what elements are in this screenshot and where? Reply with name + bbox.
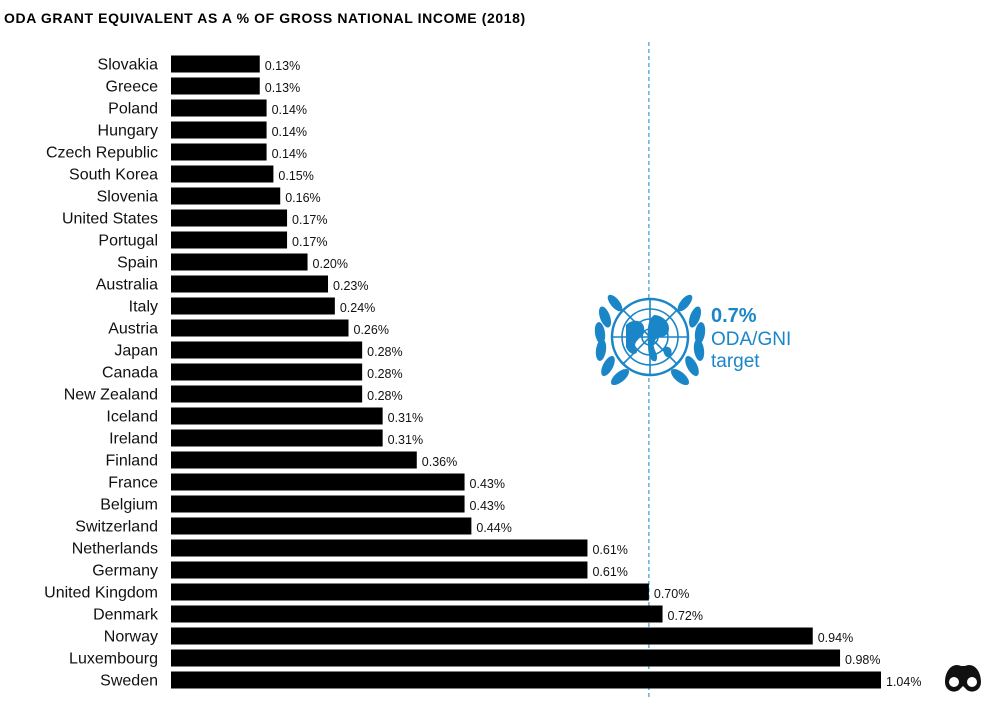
bar-japan — [171, 341, 363, 359]
bar-belgium — [171, 495, 465, 513]
value-label-luxembourg: 0.98% — [845, 653, 880, 667]
bar-luxembourg — [171, 649, 841, 667]
bar-france — [171, 473, 465, 491]
category-label-spain: Spain — [117, 255, 158, 272]
bar-slovakia — [171, 55, 260, 73]
value-label-united-states: 0.17% — [292, 213, 327, 227]
target-label-line1: ODA/GNI — [711, 329, 791, 350]
category-label-belgium: Belgium — [100, 497, 158, 514]
category-label-finland: Finland — [106, 453, 158, 470]
value-label-spain: 0.20% — [313, 257, 348, 271]
value-label-south-korea: 0.15% — [278, 169, 313, 183]
category-label-portugal: Portugal — [98, 233, 158, 250]
category-label-denmark: Denmark — [93, 607, 159, 624]
value-label-poland: 0.14% — [272, 103, 307, 117]
category-label-hungary: Hungary — [98, 123, 158, 140]
bar-finland — [171, 451, 417, 469]
value-label-hungary: 0.14% — [272, 125, 307, 139]
category-label-switzerland: Switzerland — [75, 519, 158, 536]
value-labels: 0.13% 0.13% 0.14% 0.14% 0.14% 0.15% 0.16% 0.17%… — [265, 59, 922, 689]
bar-spain — [171, 253, 308, 271]
category-label-italy: Italy — [129, 299, 158, 316]
bar-australia — [171, 275, 329, 293]
value-label-denmark: 0.72% — [668, 609, 703, 623]
bar-iceland — [171, 407, 383, 425]
value-label-austria: 0.26% — [354, 323, 389, 337]
bar-denmark — [171, 605, 663, 623]
category-label-netherlands: Netherlands — [72, 541, 158, 558]
value-label-italy: 0.24% — [340, 301, 375, 315]
bar-sweden — [171, 671, 882, 689]
category-label-united-states: United States — [62, 211, 158, 228]
category-label-germany: Germany — [92, 563, 158, 580]
value-label-netherlands: 0.61% — [592, 543, 627, 557]
category-label-south-korea: South Korea — [69, 167, 158, 184]
bar-hungary — [171, 121, 267, 139]
bar-united-states — [171, 209, 288, 227]
category-label-united-kingdom: United Kingdom — [44, 585, 158, 602]
bar-switzerland — [171, 517, 472, 535]
value-label-new-zealand: 0.28% — [367, 389, 402, 403]
bar-norway — [171, 627, 813, 645]
bar-netherlands — [171, 539, 588, 557]
value-label-slovenia: 0.16% — [285, 191, 320, 205]
chart-title: ODA GRANT EQUIVALENT AS A % OF GROSS NAT… — [4, 10, 526, 26]
category-label-austria: Austria — [108, 321, 158, 338]
category-label-greece: Greece — [106, 79, 159, 96]
target-value-label: 0.7% — [711, 305, 757, 327]
value-label-united-kingdom: 0.70% — [654, 587, 689, 601]
value-label-switzerland: 0.44% — [476, 521, 511, 535]
category-label-ireland: Ireland — [109, 431, 158, 448]
bar-ireland — [171, 429, 383, 447]
category-label-slovenia: Slovenia — [97, 189, 158, 206]
bar-south-korea — [171, 165, 274, 183]
bar-poland — [171, 99, 267, 117]
value-label-france: 0.43% — [470, 477, 505, 491]
value-label-ireland: 0.31% — [388, 433, 423, 447]
bar-new-zealand — [171, 385, 363, 403]
value-label-portugal: 0.17% — [292, 235, 327, 249]
value-label-finland: 0.36% — [422, 455, 457, 469]
bars-group — [171, 55, 882, 689]
category-label-france: France — [108, 475, 158, 492]
category-label-canada: Canada — [102, 365, 158, 382]
category-label-czech-republic: Czech Republic — [46, 145, 158, 162]
value-label-canada: 0.28% — [367, 367, 402, 381]
value-label-slovakia: 0.13% — [265, 59, 300, 73]
bar-italy — [171, 297, 335, 315]
category-label-slovakia: Slovakia — [98, 57, 159, 74]
bar-austria — [171, 319, 349, 337]
value-label-germany: 0.61% — [592, 565, 627, 579]
binoculars-logo-icon — [945, 664, 981, 692]
value-label-norway: 0.94% — [818, 631, 853, 645]
target-label-line2: target — [711, 351, 760, 372]
value-label-iceland: 0.31% — [388, 411, 423, 425]
category-labels: Slovakia Greece Poland Hungary Czech Republi… — [44, 57, 159, 690]
category-label-new-zealand: New Zealand — [64, 387, 158, 404]
category-label-sweden: Sweden — [100, 673, 158, 690]
category-label-australia: Australia — [96, 277, 158, 294]
value-label-belgium: 0.43% — [470, 499, 505, 513]
value-label-greece: 0.13% — [265, 81, 300, 95]
value-label-australia: 0.23% — [333, 279, 368, 293]
bar-canada — [171, 363, 363, 381]
category-label-luxembourg: Luxembourg — [69, 651, 158, 668]
category-label-japan: Japan — [114, 343, 158, 360]
bar-czech-republic — [171, 143, 267, 161]
bar-united-kingdom — [171, 583, 649, 601]
bar-portugal — [171, 231, 288, 249]
value-label-czech-republic: 0.14% — [272, 147, 307, 161]
value-label-sweden: 1.04% — [886, 675, 921, 689]
bar-slovenia — [171, 187, 281, 205]
category-label-norway: Norway — [104, 629, 158, 646]
bar-germany — [171, 561, 588, 579]
bar-greece — [171, 77, 260, 95]
category-label-iceland: Iceland — [106, 409, 158, 426]
category-label-poland: Poland — [108, 101, 158, 118]
un-emblem-icon — [594, 294, 706, 386]
value-label-japan: 0.28% — [367, 345, 402, 359]
